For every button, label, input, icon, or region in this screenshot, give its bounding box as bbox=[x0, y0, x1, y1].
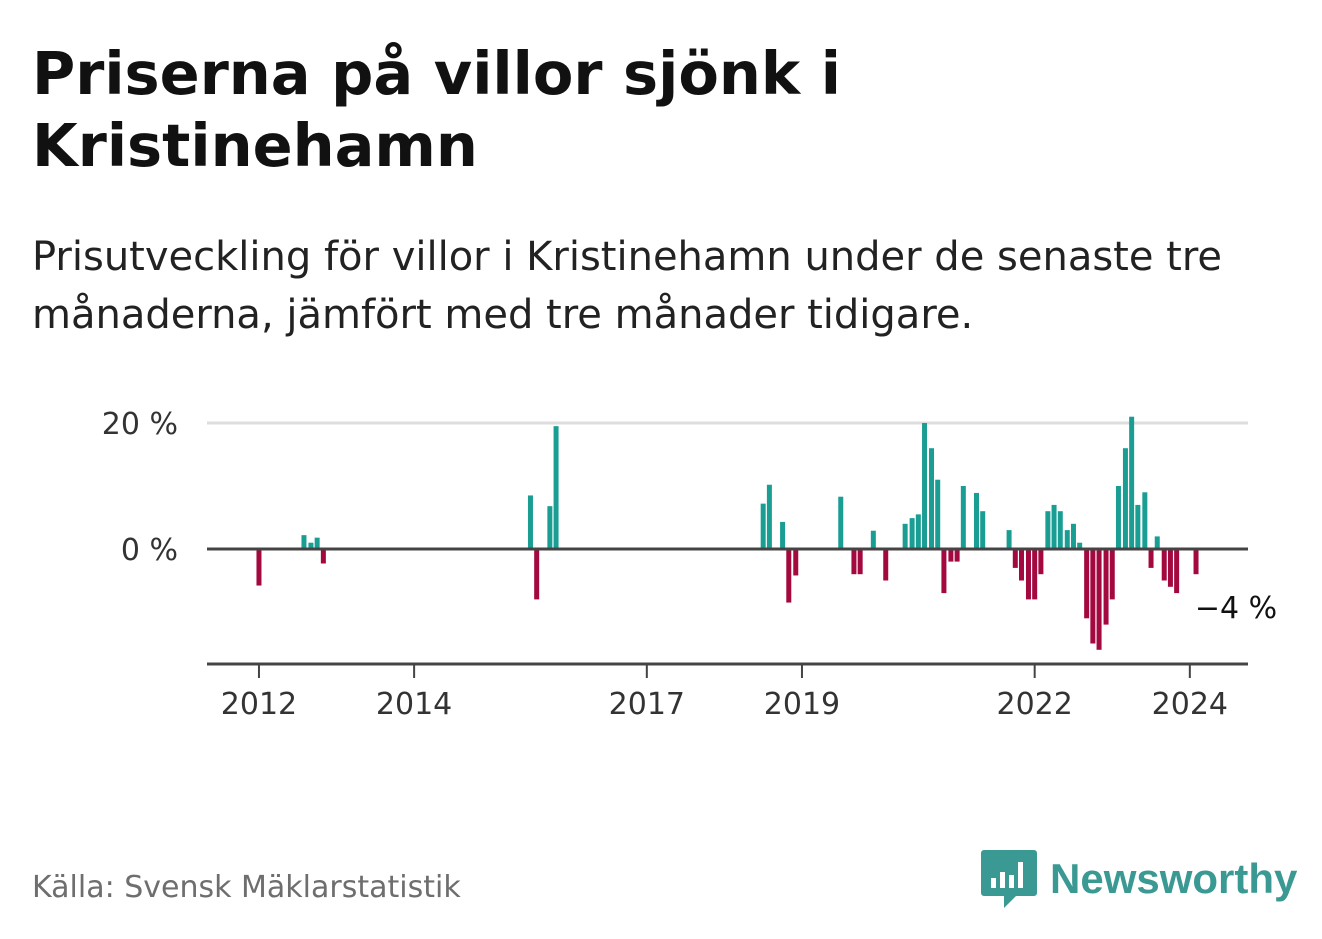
bar-50 bbox=[1129, 416, 1135, 549]
bar-47 bbox=[1109, 549, 1115, 600]
bar-2 bbox=[308, 542, 314, 549]
bar-17 bbox=[870, 530, 876, 549]
bar-36 bbox=[1038, 549, 1044, 575]
bar-26 bbox=[948, 549, 954, 562]
bar-46 bbox=[1103, 549, 1109, 625]
x-tick-label-2017: 2017 bbox=[609, 687, 685, 722]
bar-29 bbox=[974, 492, 979, 549]
bar-7 bbox=[547, 506, 553, 549]
axes bbox=[207, 547, 1248, 678]
bar-45 bbox=[1096, 549, 1102, 650]
bar-55 bbox=[1161, 549, 1167, 581]
bar-41 bbox=[1070, 523, 1076, 549]
bar-22 bbox=[922, 423, 928, 549]
bar-57 bbox=[1174, 549, 1180, 594]
x-tick-label-2014: 2014 bbox=[376, 687, 452, 722]
bar-27 bbox=[954, 549, 960, 562]
bar-15 bbox=[851, 549, 857, 575]
bar-42 bbox=[1077, 542, 1083, 549]
brand-name: Newsworthy bbox=[1050, 855, 1298, 902]
bar-30 bbox=[980, 511, 986, 549]
brand-logo[interactable]: Newsworthy bbox=[980, 848, 1297, 910]
bar-40 bbox=[1064, 530, 1070, 549]
bar-4 bbox=[320, 549, 326, 564]
bar-33 bbox=[1018, 549, 1024, 581]
bar-18 bbox=[883, 549, 889, 581]
bar-19 bbox=[902, 523, 908, 549]
bar-12 bbox=[786, 549, 792, 603]
bar-53 bbox=[1148, 549, 1154, 568]
bar-31 bbox=[1006, 530, 1012, 549]
bar-1 bbox=[301, 535, 307, 549]
bar-51 bbox=[1135, 504, 1141, 549]
bar-16 bbox=[857, 549, 863, 575]
bar-28 bbox=[960, 486, 966, 549]
chart-title: Priserna på villor sjönk i Kristinehamn bbox=[32, 39, 841, 180]
bar-8 bbox=[553, 426, 559, 549]
last-value-label: −4 % bbox=[1195, 591, 1277, 626]
bar-48 bbox=[1115, 486, 1121, 549]
bar-9 bbox=[760, 503, 766, 549]
x-tick-label-2024: 2024 bbox=[1152, 687, 1228, 722]
bar-23 bbox=[929, 448, 935, 549]
y-tick-label-20: 20 % bbox=[102, 407, 178, 442]
bar-chart: 0 % 20 % 2012 2014 2017 2019 2022 2024 −4 % bbox=[102, 407, 1277, 722]
bar-54 bbox=[1154, 536, 1160, 549]
x-tick-label-2019: 2019 bbox=[764, 687, 840, 722]
bar-10 bbox=[766, 484, 772, 549]
bar-13 bbox=[793, 549, 799, 576]
bar-5 bbox=[527, 495, 533, 549]
bar-43 bbox=[1084, 549, 1090, 619]
bar-25 bbox=[941, 549, 947, 594]
bar-0 bbox=[256, 549, 262, 586]
x-tick-label-2022: 2022 bbox=[997, 687, 1073, 722]
labels: 0 % 20 % 2012 2014 2017 2019 2022 2024 −4 % bbox=[102, 407, 1277, 722]
bar-20 bbox=[909, 518, 915, 549]
bar-32 bbox=[1012, 549, 1018, 568]
bar-35 bbox=[1032, 549, 1038, 600]
bar-44 bbox=[1090, 549, 1096, 644]
source-text: Källa: Svensk Mäklarstatistik bbox=[32, 870, 461, 905]
bar-24 bbox=[935, 479, 941, 549]
bar-58 bbox=[1193, 549, 1199, 575]
bar-56 bbox=[1167, 549, 1173, 587]
bar-34 bbox=[1025, 549, 1031, 600]
bar-52 bbox=[1142, 492, 1148, 549]
bar-38 bbox=[1051, 504, 1057, 549]
bar-49 bbox=[1122, 448, 1128, 549]
bar-39 bbox=[1057, 511, 1063, 549]
bar-11 bbox=[780, 521, 786, 549]
newsworthy-logo-icon bbox=[981, 850, 1037, 908]
bar-6 bbox=[534, 549, 540, 600]
y-tick-label-0: 0 % bbox=[121, 533, 178, 568]
bars bbox=[256, 416, 1199, 650]
bar-3 bbox=[314, 537, 320, 549]
bar-37 bbox=[1045, 511, 1051, 549]
bar-21 bbox=[915, 514, 921, 549]
x-tick-label-2012: 2012 bbox=[221, 687, 297, 722]
bar-14 bbox=[838, 496, 844, 549]
chart-subtitle: Prisutveckling för villor i Kristinehamn… bbox=[32, 234, 1223, 338]
